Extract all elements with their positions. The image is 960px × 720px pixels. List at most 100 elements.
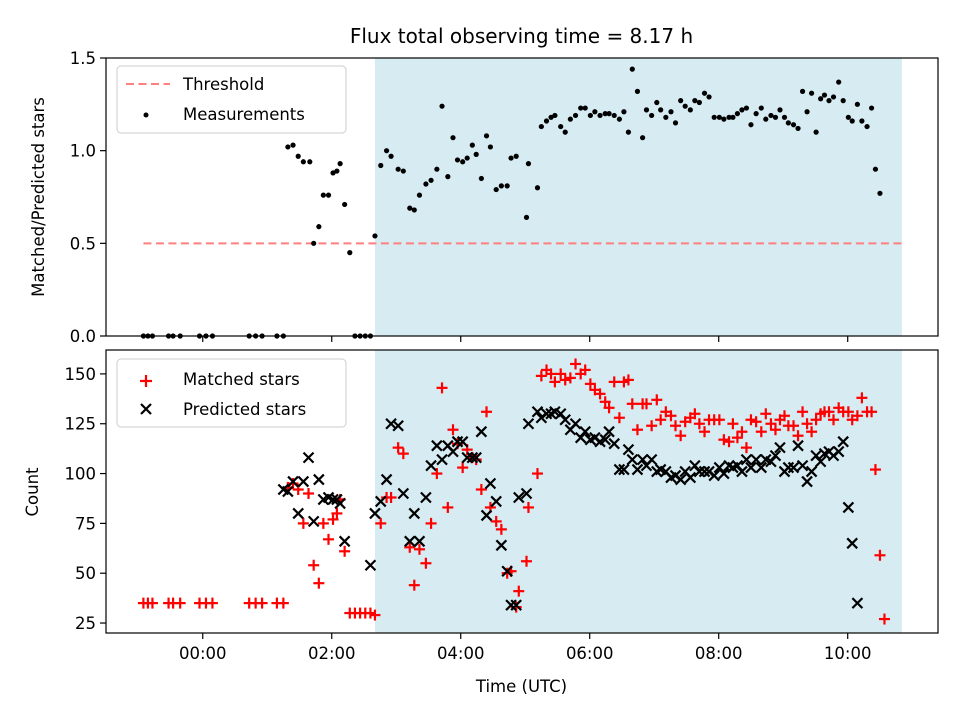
- predicted-star-point: [425, 459, 437, 472]
- measurement-point: [840, 98, 846, 104]
- predicted-star-point: [540, 407, 553, 420]
- measurement-point: [821, 92, 828, 98]
- matched-star-point: [331, 507, 343, 519]
- matched-star-point: [727, 418, 739, 430]
- measurement-point: [790, 122, 797, 128]
- measurement-point: [640, 135, 646, 141]
- predicted-star-point: [420, 491, 432, 504]
- predicted-star-point: [618, 463, 630, 476]
- measurement-point: [592, 109, 598, 115]
- predicted-star-point: [599, 433, 611, 446]
- matched-star-point: [810, 414, 822, 426]
- x-tick-label: 06:00: [566, 644, 614, 663]
- matched-star-point: [317, 517, 329, 529]
- matched-star-point: [745, 414, 757, 426]
- measurement-point: [763, 116, 769, 122]
- matched-star-point: [626, 398, 638, 410]
- matched-star-point: [495, 523, 507, 535]
- matched-star-point: [869, 464, 881, 476]
- top-y-axis-ticks: 0.0 0.5 1.0 1.5: [70, 49, 106, 346]
- measurement-point: [439, 103, 445, 109]
- bottom-y-axis-label: Count: [23, 467, 42, 517]
- matched-star-point: [851, 410, 863, 422]
- top-axes-frame: [105, 57, 939, 337]
- measurement-point: [734, 111, 741, 117]
- legend-measurements-label: Measurements: [183, 105, 305, 124]
- measurement-point: [307, 159, 313, 165]
- measurement-point: [513, 153, 519, 159]
- matched-star-point: [549, 376, 561, 388]
- predicted-star-point: [364, 559, 377, 572]
- measurement-point: [478, 175, 484, 182]
- predicted-star-point: [740, 453, 753, 466]
- measurement-point: [562, 129, 568, 135]
- measurement-point: [428, 177, 434, 183]
- predicted-star-point: [718, 467, 730, 480]
- matched-star-point: [613, 412, 625, 424]
- measurement-point: [606, 111, 612, 117]
- top-legend: Threshold Measurements: [116, 65, 347, 134]
- measurement-point: [602, 111, 608, 117]
- predicted-star-point: [484, 477, 497, 490]
- measurement-point: [743, 105, 750, 111]
- measurement-point: [721, 116, 727, 122]
- predicted-star-point: [501, 565, 513, 577]
- x-tick-label: 10:00: [824, 644, 872, 663]
- matched-star-point: [475, 484, 487, 496]
- predicted-star-point: [622, 443, 635, 456]
- measurement-point: [701, 90, 708, 96]
- measurement-point: [678, 98, 684, 104]
- top-y-tick-label: 1.0: [70, 142, 96, 161]
- predicted-star-point: [470, 451, 482, 464]
- predicted-star-point: [805, 465, 818, 478]
- matched-star-point: [699, 426, 711, 438]
- measurement-point: [334, 168, 340, 174]
- predicted-star-point: [292, 507, 304, 520]
- measurement-point: [543, 118, 550, 124]
- measurement-point: [483, 133, 490, 139]
- measurement-point: [616, 116, 622, 122]
- measurement-point: [450, 135, 456, 141]
- measurement-point: [826, 98, 832, 104]
- predicted-star-point: [745, 461, 757, 474]
- measurement-point: [434, 166, 440, 172]
- matched-star-point: [736, 426, 748, 438]
- measurement-point: [649, 112, 655, 119]
- matched-star-point: [594, 388, 606, 400]
- predicted-star-point: [510, 599, 522, 611]
- matched-star-point: [646, 420, 658, 432]
- measurement-point: [411, 207, 417, 213]
- matched-star-point: [369, 609, 381, 621]
- matched-star-point: [470, 454, 482, 466]
- matched-star-point: [431, 468, 443, 480]
- measurement-point: [808, 90, 815, 96]
- measurement-point: [872, 166, 879, 172]
- predicted-star-point: [520, 487, 533, 500]
- measurement-point: [634, 88, 641, 94]
- measurement-point: [407, 205, 413, 211]
- top-y-tick-label: 1.5: [70, 49, 96, 68]
- x-tick-label: 04:00: [437, 644, 485, 663]
- bottom-shaded-span: [374, 350, 902, 633]
- matched-star-point: [442, 501, 454, 513]
- matched-star-point: [490, 515, 502, 527]
- top-x-axis-ticks: [202, 336, 849, 342]
- predicted-star-point: [287, 475, 299, 488]
- predicted-star-point: [645, 453, 658, 466]
- predicted-star-point: [338, 535, 351, 548]
- predicted-star-point: [392, 419, 404, 432]
- predicted-star-point: [480, 509, 493, 522]
- matched-star-point: [521, 555, 533, 567]
- bottom-y-tick-label: 100: [65, 465, 97, 484]
- matched-star-point: [797, 406, 809, 418]
- matched-star-point: [750, 416, 762, 428]
- predicted-star-point: [334, 497, 346, 510]
- measurement-point: [311, 240, 317, 246]
- measurement-point: [625, 129, 632, 135]
- x-tick-label: 08:00: [695, 644, 743, 663]
- predicted-star-point: [684, 471, 697, 484]
- measurement-point: [552, 112, 558, 119]
- matched-star-point: [670, 420, 682, 432]
- matched-star-point: [375, 517, 387, 529]
- measurement-point: [758, 105, 764, 111]
